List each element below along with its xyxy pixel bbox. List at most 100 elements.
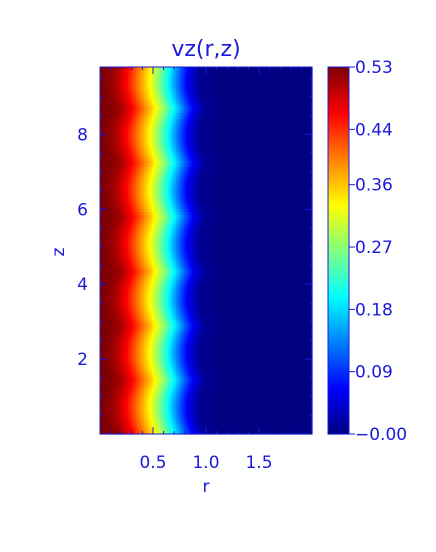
heatmap-cell xyxy=(278,328,281,333)
heatmap-cell xyxy=(114,319,117,324)
heatmap-cell xyxy=(268,382,271,387)
heatmap-cell xyxy=(116,391,119,396)
heatmap-cell xyxy=(186,364,189,369)
heatmap-cell xyxy=(222,313,225,318)
heatmap-cell xyxy=(228,409,231,414)
heatmap-cell xyxy=(144,388,147,393)
heatmap-cell xyxy=(294,337,297,342)
heatmap-cell xyxy=(166,370,169,375)
heatmap-cell xyxy=(258,382,261,387)
heatmap-cell xyxy=(186,403,189,408)
heatmap-cell xyxy=(128,412,131,417)
heatmap-cell xyxy=(214,385,217,390)
heatmap-cell xyxy=(124,334,127,339)
heatmap-cell xyxy=(166,340,169,345)
heatmap-cell xyxy=(230,349,233,354)
heatmap-cell xyxy=(150,307,153,312)
heatmap-cell xyxy=(298,424,301,429)
heatmap-cell xyxy=(200,361,203,366)
heatmap-cell xyxy=(120,421,123,426)
heatmap-cell xyxy=(120,331,123,336)
heatmap-cell xyxy=(302,322,305,327)
heatmap-cell xyxy=(224,424,227,429)
heatmap-cell xyxy=(286,424,289,429)
heatmap-cell xyxy=(254,343,257,348)
heatmap-cell xyxy=(232,295,235,300)
heatmap-cell xyxy=(268,394,271,399)
heatmap-cell xyxy=(100,427,103,432)
heatmap-cell xyxy=(110,316,113,321)
heatmap-cell xyxy=(134,307,137,312)
heatmap-cell xyxy=(308,328,311,333)
heatmap-cell xyxy=(176,400,179,405)
heatmap-cell xyxy=(210,322,213,327)
heatmap-cell xyxy=(262,418,265,423)
heatmap-cell xyxy=(282,379,285,384)
heatmap-cell xyxy=(158,325,161,330)
heatmap-cell xyxy=(298,376,301,381)
heatmap-cell xyxy=(206,427,209,432)
heatmap-cell xyxy=(134,376,137,381)
heatmap-cell xyxy=(232,292,235,297)
heatmap-cell xyxy=(224,352,227,357)
heatmap-cell xyxy=(200,352,203,357)
heatmap-cell xyxy=(300,406,303,411)
heatmap-cell xyxy=(130,418,133,423)
heatmap-cell xyxy=(286,292,289,297)
heatmap-cell xyxy=(174,355,177,360)
heatmap-cell xyxy=(106,370,109,375)
heatmap-cell xyxy=(234,382,237,387)
heatmap-cell xyxy=(282,301,285,306)
heatmap-cell xyxy=(270,325,273,330)
heatmap-cell xyxy=(282,361,285,366)
heatmap-cell xyxy=(196,310,199,315)
heatmap-cell xyxy=(258,412,261,417)
heatmap-cell xyxy=(172,364,175,369)
heatmap-cell xyxy=(306,388,309,393)
heatmap-cell xyxy=(238,316,241,321)
heatmap-cell xyxy=(210,361,213,366)
heatmap-cell xyxy=(290,376,293,381)
heatmap-cell xyxy=(154,397,157,402)
heatmap-cell xyxy=(220,292,223,297)
heatmap-cell xyxy=(200,322,203,327)
heatmap-cell xyxy=(102,358,105,363)
heatmap-cell xyxy=(206,310,209,315)
heatmap-cell xyxy=(298,322,301,327)
heatmap-cell xyxy=(254,385,257,390)
heatmap-cell xyxy=(212,307,215,312)
heatmap-cell xyxy=(286,316,289,321)
heatmap-cell xyxy=(224,379,227,384)
heatmap-cell xyxy=(208,409,211,414)
heatmap-cell xyxy=(174,406,177,411)
heatmap-cell xyxy=(110,412,113,417)
heatmap-cell xyxy=(226,400,229,405)
heatmap-cell xyxy=(216,298,219,303)
heatmap-cell xyxy=(146,427,149,432)
heatmap-cell xyxy=(102,409,105,414)
heatmap-cell xyxy=(206,388,209,393)
heatmap-cell xyxy=(200,304,203,309)
heatmap-cell xyxy=(186,406,189,411)
heatmap-cell xyxy=(292,343,295,348)
heatmap-cell xyxy=(250,298,253,303)
heatmap-cell xyxy=(236,313,239,318)
heatmap-cell xyxy=(266,412,269,417)
heatmap-cell xyxy=(246,409,249,414)
heatmap-cell xyxy=(290,355,293,360)
heatmap-cell xyxy=(180,385,183,390)
heatmap-cell xyxy=(114,322,117,327)
heatmap-cell xyxy=(194,322,197,327)
heatmap-cell xyxy=(268,349,271,354)
heatmap-cell xyxy=(246,319,249,324)
heatmap-cell xyxy=(168,295,171,300)
heatmap-cell xyxy=(208,403,211,408)
heatmap-cell xyxy=(114,415,117,420)
heatmap-cell xyxy=(156,355,159,360)
heatmap-cell xyxy=(186,358,189,363)
heatmap-cell xyxy=(232,388,235,393)
heatmap-cell xyxy=(300,394,303,399)
heatmap-cell xyxy=(126,331,129,336)
heatmap-cell xyxy=(266,415,269,420)
heatmap-cell xyxy=(160,385,163,390)
